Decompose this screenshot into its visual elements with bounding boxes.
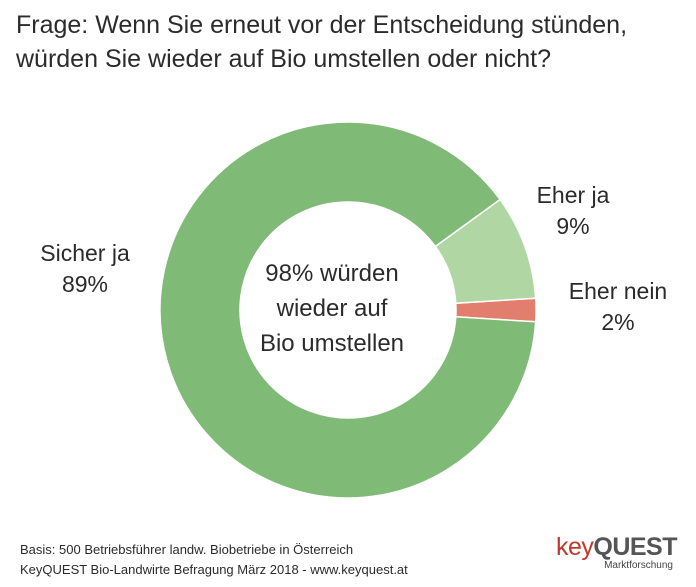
slice-label-sicher-ja-value: 89% [61, 271, 109, 297]
slice-label-eher-nein: Eher nein 2% [556, 276, 680, 338]
slice-eher-ja [434, 198, 537, 305]
chart-title-line-1: Frage: Wenn Sie erneut vor der Entscheid… [16, 11, 628, 39]
center-text-line-2: wieder auf [276, 295, 388, 322]
chart-title-line-2: würden Sie wieder auf Bio umstellen oder… [16, 45, 552, 73]
center-text-line-3: Bio umstellen [259, 330, 405, 357]
keyquest-logo: keyQUEST Marktforschung [537, 533, 678, 572]
slice-label-sicher-ja: Sicher ja 89% [30, 238, 140, 300]
slice-label-eher-ja-name: Eher ja [536, 182, 610, 208]
slice-label-eher-nein-value: 2% [601, 309, 635, 335]
slice-label-eher-ja-value: 9% [556, 213, 590, 239]
footer-basis: Basis: 500 Betriebsführer landw. Biobetr… [20, 542, 354, 557]
logo-key: key [555, 533, 594, 561]
slice-sicher-ja [159, 121, 537, 499]
slice-label-eher-ja: Eher ja 9% [528, 180, 618, 242]
logo-subtitle: Marktforschung [604, 560, 673, 571]
logo-wordmark: keyQUEST [537, 533, 678, 561]
source-footer: Basis: 500 Betriebsführer landw. Biobetr… [20, 540, 408, 580]
donut-slices [159, 121, 537, 499]
donut-center-text: 98% würden wieder auf Bio umstellen [232, 256, 432, 361]
center-text-line-1: 98% würden [265, 260, 399, 287]
slice-label-sicher-ja-name: Sicher ja [40, 240, 130, 266]
footer-survey: KeyQUEST Bio-Landwirte Befragung März 20… [20, 562, 408, 577]
logo-quest: QUEST [593, 533, 677, 561]
slice-label-eher-nein-name: Eher nein [568, 278, 668, 304]
chart-title: Frage: Wenn Sie erneut vor der Entscheid… [16, 8, 686, 76]
